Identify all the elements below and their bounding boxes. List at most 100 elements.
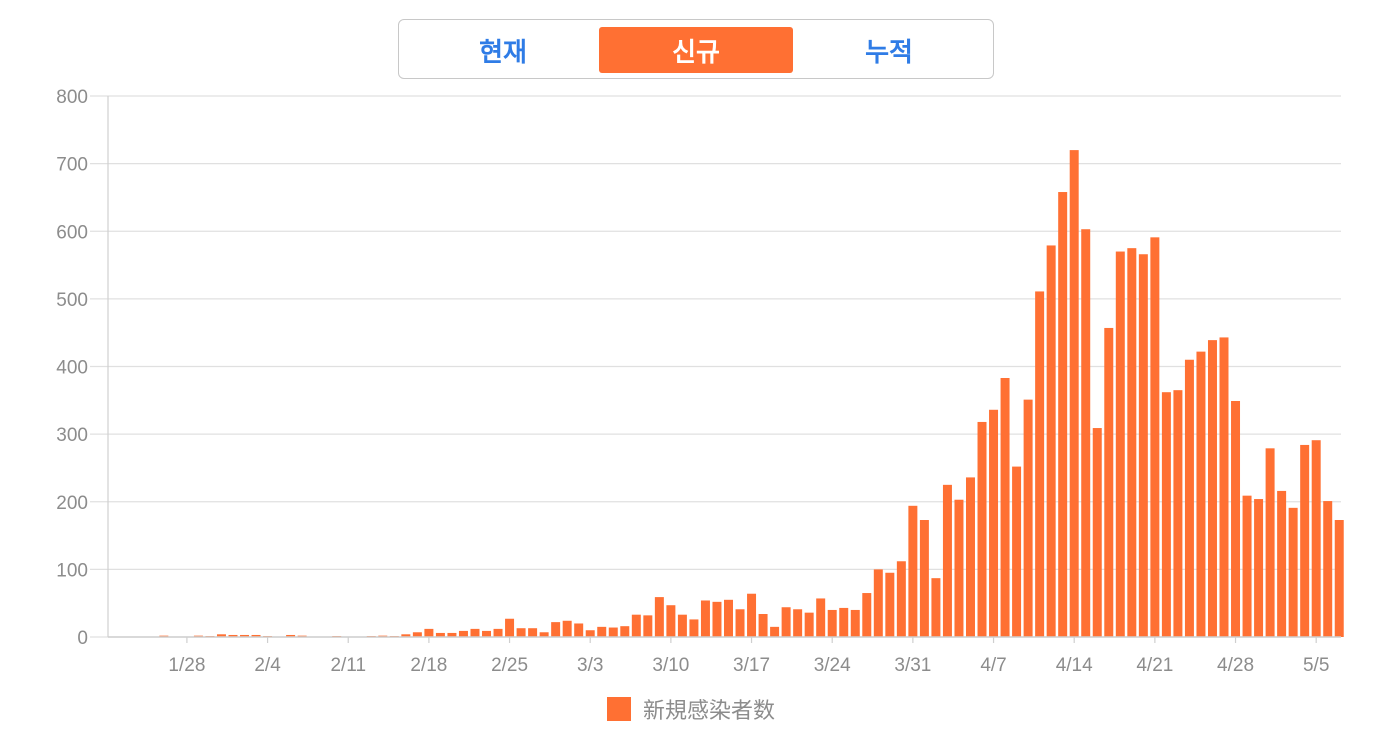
bar[interactable] (505, 618, 515, 637)
bar[interactable] (654, 597, 664, 637)
x-tick-label: 1/28 (168, 655, 205, 676)
bar[interactable] (228, 634, 238, 637)
bar[interactable] (447, 632, 457, 637)
bar[interactable] (781, 607, 791, 637)
bar[interactable] (1115, 251, 1125, 637)
bar[interactable] (850, 609, 860, 637)
bar[interactable] (804, 612, 814, 637)
bar[interactable] (977, 421, 987, 637)
bar[interactable] (954, 499, 964, 637)
bar[interactable] (1300, 444, 1310, 637)
bar[interactable] (1323, 501, 1333, 637)
bar[interactable] (816, 598, 826, 637)
tab-new[interactable]: 신규 (599, 27, 793, 73)
x-tick-label: 5/5 (1303, 655, 1329, 676)
bar[interactable] (712, 601, 722, 637)
bar[interactable] (1161, 392, 1171, 637)
bar[interactable] (1207, 340, 1217, 637)
tab-current[interactable]: 현재 (479, 37, 527, 68)
y-tick-label: 300 (56, 425, 88, 446)
bar[interactable] (528, 628, 538, 637)
bar[interactable] (1000, 377, 1010, 637)
bar[interactable] (1277, 490, 1287, 637)
legend[interactable]: 新規感染者数 (607, 694, 775, 724)
bar[interactable] (908, 505, 918, 637)
bar[interactable] (1288, 507, 1298, 637)
bar[interactable] (1058, 192, 1068, 637)
bar[interactable] (1092, 428, 1102, 637)
bar[interactable] (989, 409, 999, 637)
bar[interactable] (643, 615, 653, 637)
y-tick-label: 100 (56, 560, 88, 581)
bar[interactable] (1023, 399, 1033, 637)
bar[interactable] (1035, 291, 1045, 637)
bar[interactable] (1046, 245, 1056, 638)
bar[interactable] (827, 609, 837, 637)
bar[interactable] (1311, 440, 1321, 637)
bar[interactable] (286, 634, 296, 637)
bar[interactable] (574, 623, 584, 637)
bar[interactable] (1138, 254, 1148, 637)
bar[interactable] (597, 626, 607, 637)
y-tick-label: 0 (77, 628, 88, 649)
bar[interactable] (839, 607, 849, 637)
bar[interactable] (931, 578, 941, 637)
bar[interactable] (412, 632, 422, 637)
bar[interactable] (735, 609, 745, 637)
bar[interactable] (1196, 351, 1206, 637)
bar[interactable] (1265, 448, 1275, 637)
bar[interactable] (1081, 229, 1091, 637)
bar[interactable] (1254, 499, 1264, 637)
bar[interactable] (493, 628, 503, 637)
bar[interactable] (539, 632, 549, 637)
bar[interactable] (793, 609, 803, 637)
x-tick-label: 2/18 (410, 655, 447, 676)
bar[interactable] (240, 634, 250, 637)
new-cases-bar-chart: 0 100 200 300 400 500 600 700 800 1/28 2/4 2/11 2/18… (56, 87, 1344, 676)
bar[interactable] (1173, 390, 1183, 637)
bar[interactable] (435, 632, 445, 637)
bar[interactable] (758, 614, 768, 637)
bar[interactable] (585, 630, 595, 637)
bar[interactable] (1127, 248, 1137, 637)
bar[interactable] (1219, 337, 1229, 637)
bar[interactable] (1242, 495, 1252, 637)
bar[interactable] (919, 520, 929, 637)
tab-cumulative[interactable]: 누적 (865, 37, 913, 68)
bar[interactable] (677, 614, 687, 637)
bar[interactable] (401, 634, 411, 637)
bar[interactable] (747, 593, 757, 637)
bar[interactable] (1104, 327, 1114, 637)
bar[interactable] (700, 600, 710, 637)
bar[interactable] (516, 628, 526, 637)
bar[interactable] (1012, 466, 1022, 637)
bar[interactable] (458, 630, 468, 637)
bar[interactable] (1231, 400, 1241, 637)
bar[interactable] (251, 634, 261, 637)
bar[interactable] (1184, 359, 1194, 637)
bar[interactable] (482, 630, 492, 637)
bar[interactable] (724, 599, 733, 637)
bar[interactable] (470, 628, 480, 637)
x-tick-label: 2/25 (491, 655, 528, 676)
bar[interactable] (551, 622, 561, 637)
bar[interactable] (1334, 520, 1344, 637)
bar[interactable] (216, 634, 226, 637)
bar[interactable] (885, 572, 895, 637)
bar[interactable] (896, 561, 906, 637)
bar[interactable] (562, 620, 572, 637)
legend-swatch (607, 697, 631, 721)
bar[interactable] (770, 626, 780, 637)
bar[interactable] (620, 626, 630, 637)
bar[interactable] (1069, 150, 1079, 637)
bar[interactable] (666, 605, 676, 637)
bar[interactable] (608, 627, 618, 637)
bar[interactable] (873, 569, 883, 637)
bar[interactable] (862, 593, 872, 637)
bar[interactable] (424, 628, 434, 637)
bar[interactable] (942, 484, 952, 637)
bar[interactable] (631, 614, 641, 637)
bar[interactable] (965, 477, 975, 637)
bar[interactable] (1150, 237, 1160, 637)
bar[interactable] (689, 619, 699, 637)
